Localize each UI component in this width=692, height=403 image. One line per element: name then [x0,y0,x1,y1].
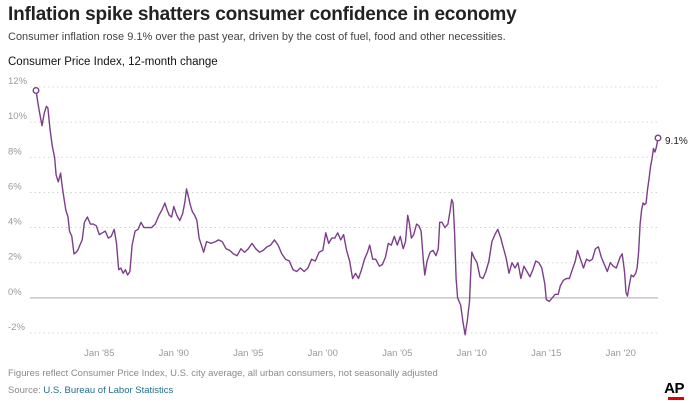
y-tick-label: 4% [8,217,22,228]
end-point-marker [654,134,662,142]
x-tick-label: Jan '95 [233,348,263,359]
y-tick-label: 10% [8,111,28,122]
start-point-marker [32,87,40,95]
y-tick-label: 6% [8,181,22,192]
source-line: Source: U.S. Bureau of Labor Statistics [8,385,173,396]
series-layer: 9.1% [32,87,688,336]
x-tick-label: Jan '00 [308,348,338,359]
x-tick-label: Jan '90 [159,348,189,359]
x-axis-labels: Jan '85 Jan '90 Jan '95 Jan '00 Jan '05 Jan '… [84,348,636,359]
grid-lines [30,86,658,334]
x-tick-label: Jan '15 [531,348,561,359]
chart-subtitle: Consumer inflation rose 9.1% over the pa… [8,31,506,43]
y-axis-labels: 12% 10% 8% 6% 4% 2% 0% -2% [8,76,28,333]
x-tick-label: Jan '10 [457,348,487,359]
chart-footnote: Figures reflect Consumer Price Index, U.… [8,368,438,379]
x-tick-label: Jan '05 [382,348,412,359]
chart-title: Inflation spike shatters consumer confid… [8,4,517,25]
y-tick-label: 8% [8,146,22,157]
ap-logo: AP [664,380,684,397]
chart-series-label: Consumer Price Index, 12-month change [8,56,218,68]
cpi-series-line [35,89,659,336]
y-tick-label: 0% [8,287,22,298]
y-tick-label: -2% [8,322,25,333]
source-prefix: Source: [8,385,41,396]
ap-logo-accent [668,397,684,400]
x-tick-label: Jan '85 [84,348,114,359]
y-tick-label: 12% [8,76,28,87]
end-value-label: 9.1% [665,136,688,147]
y-tick-label: 2% [8,252,22,263]
source-link[interactable]: U.S. Bureau of Labor Statistics [43,385,174,396]
x-tick-label: Jan '20 [606,348,636,359]
